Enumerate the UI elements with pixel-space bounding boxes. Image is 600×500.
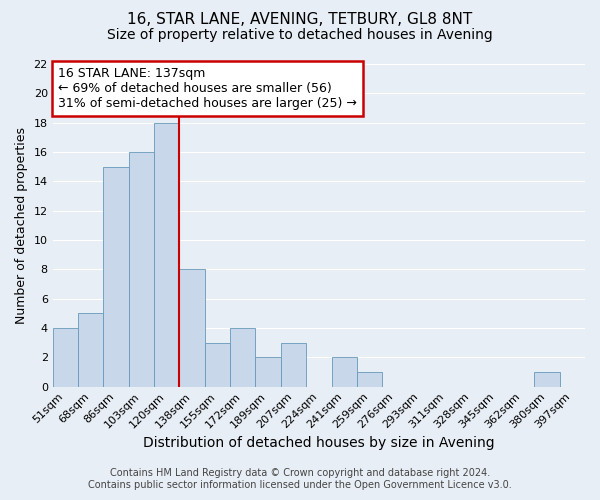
Bar	[179, 270, 205, 386]
Bar	[129, 152, 154, 386]
Bar	[154, 122, 179, 386]
Text: 16, STAR LANE, AVENING, TETBURY, GL8 8NT: 16, STAR LANE, AVENING, TETBURY, GL8 8NT	[127, 12, 473, 28]
Text: Contains HM Land Registry data © Crown copyright and database right 2024.
Contai: Contains HM Land Registry data © Crown c…	[88, 468, 512, 490]
Bar	[357, 372, 382, 386]
Bar	[256, 358, 281, 386]
Bar	[230, 328, 256, 386]
Bar	[53, 328, 78, 386]
Y-axis label: Number of detached properties: Number of detached properties	[15, 127, 28, 324]
Bar	[281, 342, 306, 386]
Bar	[535, 372, 560, 386]
Text: Size of property relative to detached houses in Avening: Size of property relative to detached ho…	[107, 28, 493, 42]
Text: 16 STAR LANE: 137sqm
← 69% of detached houses are smaller (56)
31% of semi-detac: 16 STAR LANE: 137sqm ← 69% of detached h…	[58, 67, 357, 110]
Bar	[103, 166, 129, 386]
Bar	[78, 314, 103, 386]
Bar	[205, 342, 230, 386]
X-axis label: Distribution of detached houses by size in Avening: Distribution of detached houses by size …	[143, 436, 494, 450]
Bar	[332, 358, 357, 386]
